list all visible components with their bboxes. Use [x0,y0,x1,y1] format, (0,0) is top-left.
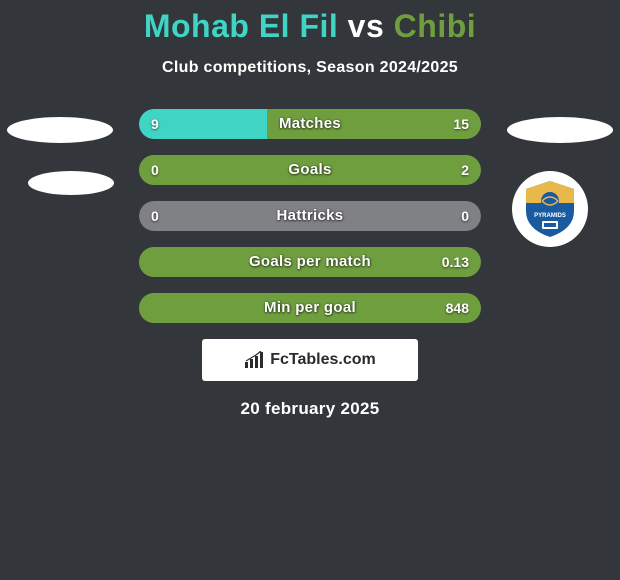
player2-club-badge: PYRAMIDS [512,171,588,247]
vs-text: vs [348,8,385,44]
stat-row: 848Min per goal [139,293,481,323]
stat-label: Hattricks [139,201,481,231]
stat-label: Goals per match [139,247,481,277]
stat-rows-container: 915Matches 02Goals 00Hattricks 0.13Goals pe… [139,109,481,323]
logo-text: FcTables.com [270,351,376,369]
player1-avatar-placeholder-1 [7,117,113,143]
stat-row: 915Matches [139,109,481,139]
bar-chart-icon [244,351,266,369]
stat-row: 0.13Goals per match [139,247,481,277]
club-badge-icon: PYRAMIDS [520,179,580,239]
stat-label: Matches [139,109,481,139]
player2-name: Chibi [394,8,476,44]
comparison-title: Mohab El Fil vs Chibi [0,0,620,45]
stat-label: Min per goal [139,293,481,323]
stat-row: 02Goals [139,155,481,185]
subtitle-text: Club competitions, Season 2024/2025 [0,59,620,77]
stat-label: Goals [139,155,481,185]
player2-avatar-placeholder [507,117,613,143]
player1-name: Mohab El Fil [144,8,338,44]
stat-row: 00Hattricks [139,201,481,231]
date-text: 20 february 2025 [0,399,620,419]
svg-text:PYRAMIDS: PYRAMIDS [534,213,566,219]
fctables-logo[interactable]: FcTables.com [202,339,418,381]
stats-area: PYRAMIDS 915Matches 02Goals 00Hattricks 0.1… [0,109,620,323]
player1-avatar-placeholder-2 [28,171,114,195]
